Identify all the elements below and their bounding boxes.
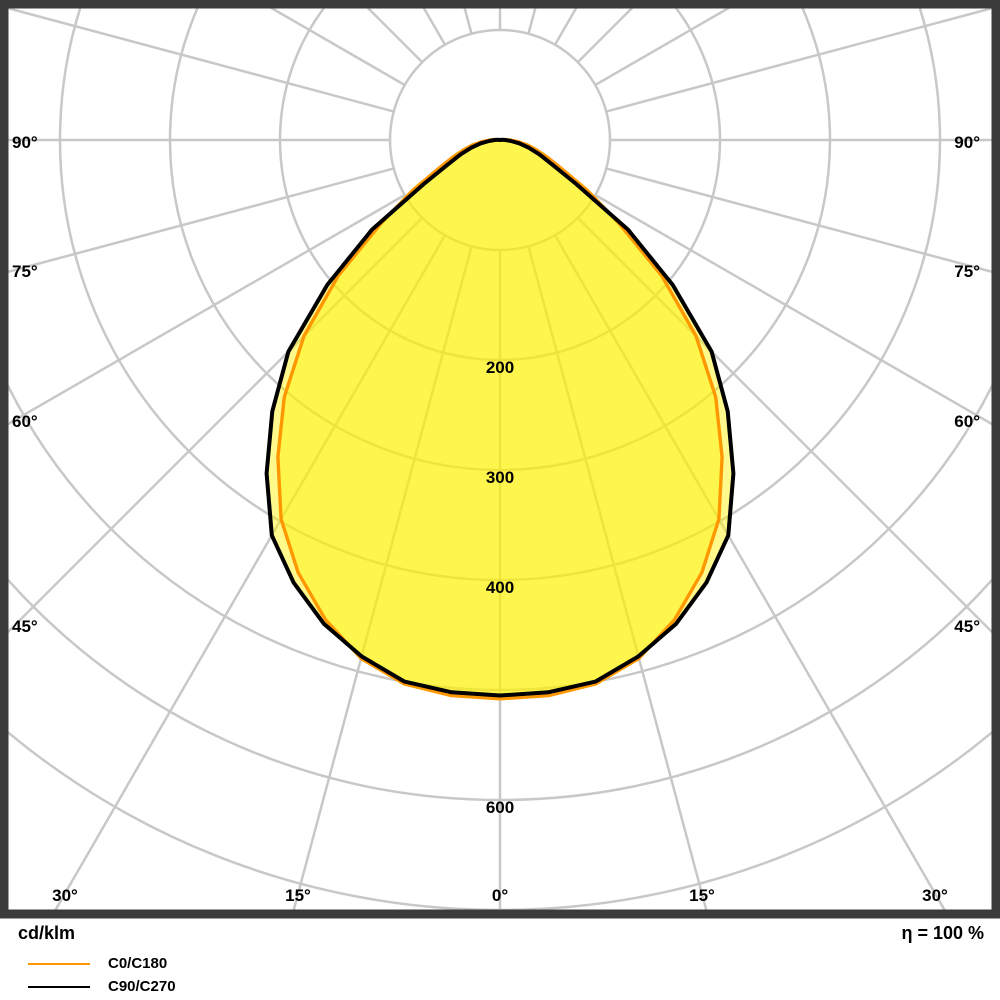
chart-frame xyxy=(0,0,1000,919)
ring-label-300: 300 xyxy=(486,468,514,487)
curve-c90-c270 xyxy=(264,137,736,698)
ring-label-200: 200 xyxy=(486,358,514,377)
grid-spoke-285 xyxy=(8,167,395,274)
angle-label-bottom-3: 15° xyxy=(689,886,715,905)
angle-label-right-75: 75° xyxy=(954,262,980,281)
angle-label-bottom-2: 0° xyxy=(492,886,508,905)
legend-item-c0-c180: C0/C180 xyxy=(28,952,176,975)
angle-label-left-90: 90° xyxy=(12,133,38,152)
polar-chart: 200 300 400 600 90° 90° 75° 75° 60° 60° 45° 45° 30° 1… xyxy=(0,0,1000,919)
curve-fill-c0-c180 xyxy=(277,139,723,699)
legend-label-c0-c180: C0/C180 xyxy=(108,955,168,972)
angle-label-left-45: 45° xyxy=(12,617,38,636)
plot-area: 200 300 400 600 xyxy=(8,8,992,912)
grid-spoke-315 xyxy=(8,216,424,634)
legend-label-c90-c270: C90/C270 xyxy=(108,978,176,995)
angle-label-right-45: 45° xyxy=(954,617,980,636)
grid-spoke-105 xyxy=(605,8,992,113)
angle-label-left-60: 60° xyxy=(12,412,38,431)
legend-item-c90-c270: C90/C270 xyxy=(28,975,176,998)
grid-spoke-300 xyxy=(8,193,406,426)
grid-spoke-45 xyxy=(576,216,992,634)
angle-label-right-60: 60° xyxy=(954,412,980,431)
angle-label-left-75: 75° xyxy=(12,262,38,281)
curve-fill-c90-c270 xyxy=(266,139,734,696)
angle-label-right-90: 90° xyxy=(954,133,980,152)
grid-spoke-75 xyxy=(605,167,992,274)
unit-label: cd/klm xyxy=(18,923,76,943)
angle-label-bottom-0: 30° xyxy=(52,886,78,905)
efficiency-label: η = 100 % xyxy=(901,923,984,943)
grid-spoke-60 xyxy=(594,193,992,426)
ring-label-400: 400 xyxy=(486,578,514,597)
legend-line-c90-c270-icon xyxy=(28,985,90,988)
grid-spoke-330 xyxy=(52,234,447,912)
grid-spoke-345 xyxy=(291,245,473,912)
angle-labels: 90° 90° 75° 75° 60° 60° 45° 45° 30° 15° 0° 15° 30° xyxy=(12,133,980,905)
grid-spoke-135 xyxy=(576,8,634,64)
grid-spoke-15 xyxy=(527,245,709,912)
angle-label-bottom-1: 15° xyxy=(285,886,311,905)
ring-labels: 200 300 400 600 xyxy=(486,358,514,817)
ring-label-600: 600 xyxy=(486,798,514,817)
legend-line-c0-c180-icon xyxy=(28,962,90,965)
angle-label-bottom-4: 30° xyxy=(922,886,948,905)
grid-spoke-255 xyxy=(8,8,395,113)
grid-spoke-30 xyxy=(553,234,948,912)
curve-c0-c180 xyxy=(276,137,724,701)
grid-spoke-240 xyxy=(268,8,406,87)
grid-spoke-120 xyxy=(594,8,732,87)
grid-spoke-225 xyxy=(366,8,424,64)
curve-legend: C0/C180 C90/C270 xyxy=(28,952,176,998)
